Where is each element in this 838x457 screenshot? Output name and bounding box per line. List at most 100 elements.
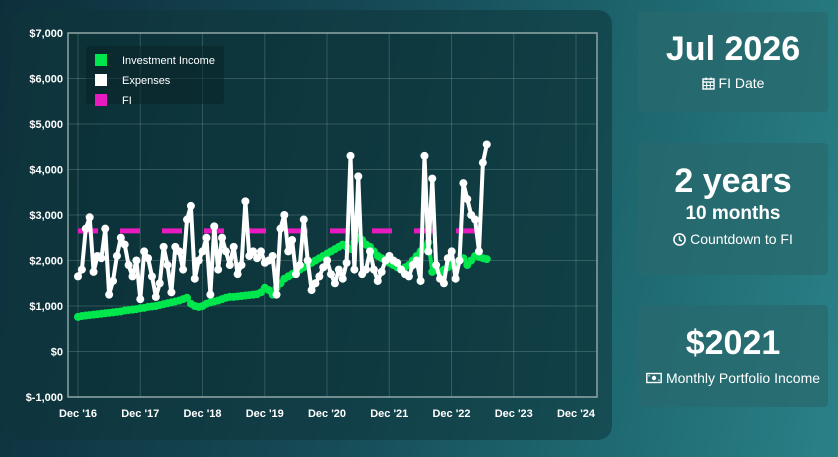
expenses-series-point bbox=[89, 267, 98, 276]
expenses-series-point bbox=[97, 254, 106, 263]
legend-swatch bbox=[95, 94, 107, 106]
expenses-series-point bbox=[420, 151, 429, 160]
y-tick-label: $3,000 bbox=[29, 210, 63, 222]
expenses-series-point bbox=[471, 215, 480, 224]
x-tick-label: Dec '19 bbox=[246, 408, 284, 420]
expenses-series-point bbox=[373, 276, 382, 285]
expenses-series-point bbox=[455, 256, 464, 265]
expenses-series-point bbox=[439, 279, 448, 288]
expenses-series-point bbox=[354, 172, 363, 181]
expenses-series-point bbox=[451, 274, 460, 283]
expenses-series-point bbox=[175, 247, 184, 256]
expenses-series-point bbox=[443, 254, 452, 263]
expenses-series-point bbox=[85, 213, 94, 222]
y-tick-label: $1,000 bbox=[29, 301, 63, 313]
expenses-series-point bbox=[163, 261, 172, 270]
expenses-series-point bbox=[272, 290, 281, 299]
legend-swatch bbox=[95, 74, 107, 86]
expenses-series-point bbox=[198, 247, 207, 256]
expenses-series-point bbox=[377, 267, 386, 276]
expenses-series-point bbox=[179, 265, 188, 274]
portfolio-chart: $7,000 $6,000 $5,000 $4,000 $3,000 $2,000 $1,0… bbox=[26, 28, 598, 420]
expenses-series-point bbox=[167, 288, 176, 297]
expenses-series-point bbox=[237, 261, 246, 270]
expenses-series-point bbox=[311, 279, 320, 288]
legend-label: Expenses bbox=[122, 75, 171, 87]
investment-income-series-point bbox=[183, 293, 191, 302]
expenses-series-point bbox=[202, 233, 211, 242]
expenses-series-point bbox=[365, 247, 374, 256]
expenses-series-point bbox=[393, 258, 402, 267]
expenses-series-point bbox=[144, 254, 153, 263]
expenses-series-point bbox=[369, 265, 378, 274]
chart-card: $7,000 $6,000 $5,000 $4,000 $3,000 $2,000 $1,0… bbox=[10, 10, 612, 440]
expenses-series-point bbox=[330, 279, 339, 288]
expenses-series-point bbox=[256, 247, 265, 256]
cash-icon bbox=[646, 372, 662, 384]
expenses-series-point bbox=[81, 224, 90, 233]
expenses-series-point bbox=[229, 242, 238, 251]
x-tick-label: Dec '21 bbox=[370, 408, 408, 420]
expenses-series-point bbox=[214, 265, 223, 274]
y-tick-label: $7,000 bbox=[29, 28, 63, 40]
y-tick-label: $2,000 bbox=[29, 256, 63, 268]
x-tick-label: Dec '23 bbox=[495, 408, 533, 420]
expenses-series-point bbox=[412, 256, 421, 265]
expenses-series-point bbox=[346, 151, 355, 160]
fi-date-label: FI Date bbox=[718, 75, 765, 91]
y-tick-label: $4,000 bbox=[29, 165, 63, 177]
expenses-series-point bbox=[128, 272, 137, 281]
legend-label: FI bbox=[122, 95, 132, 107]
expenses-series-point bbox=[428, 174, 437, 183]
expenses-series-point bbox=[280, 211, 289, 219]
portfolio-value: $2021 bbox=[685, 324, 781, 362]
expenses-series-point bbox=[101, 224, 110, 233]
expenses-series-point bbox=[459, 179, 468, 188]
expenses-series-point bbox=[120, 240, 129, 249]
expenses-series-point bbox=[416, 276, 425, 285]
expenses-series-point bbox=[233, 270, 242, 279]
expenses-series-point bbox=[147, 272, 156, 281]
expenses-series-point bbox=[323, 256, 332, 265]
expenses-series-point bbox=[151, 292, 160, 301]
expenses-series-point bbox=[478, 158, 487, 167]
expenses-series-point bbox=[194, 256, 203, 265]
legend-label: Investment Income bbox=[122, 55, 215, 67]
legend-box bbox=[86, 46, 224, 104]
expenses-series-point bbox=[105, 290, 114, 299]
expenses-series-point bbox=[186, 201, 195, 210]
expenses-series-point bbox=[474, 247, 483, 256]
expenses-series-point bbox=[327, 270, 336, 279]
expenses-series-point bbox=[116, 233, 125, 242]
fi-date-label-row: FI Date bbox=[638, 75, 828, 91]
expenses-series-point bbox=[447, 247, 456, 256]
expenses-series-point bbox=[225, 261, 234, 270]
expenses-series-point bbox=[338, 274, 347, 283]
countdown-label: Countdown to FI bbox=[690, 231, 793, 247]
countdown-value: 2 years bbox=[674, 162, 792, 200]
expenses-series-point bbox=[432, 261, 441, 270]
x-tick-label: Dec '18 bbox=[183, 408, 221, 420]
portfolio-label: Monthly Portfolio Income bbox=[665, 370, 821, 386]
y-tick-label: $6,000 bbox=[29, 74, 63, 86]
expenses-series-point bbox=[74, 272, 82, 281]
countdown-label-row: Countdown to FI bbox=[638, 231, 828, 247]
expenses-series-point bbox=[424, 247, 433, 256]
expenses-series-point bbox=[482, 140, 491, 149]
y-tick-label: $-1,000 bbox=[26, 392, 63, 404]
x-tick-label: Dec '22 bbox=[432, 408, 470, 420]
expenses-series-point bbox=[303, 256, 312, 265]
portfolio-card: $2021 Monthly Portfolio Income bbox=[638, 305, 828, 407]
expenses-series-point bbox=[77, 265, 86, 274]
expenses-series-point bbox=[112, 251, 121, 260]
x-tick-label: Dec '16 bbox=[59, 408, 97, 420]
expenses-series-point bbox=[159, 242, 168, 251]
expenses-series-point bbox=[253, 254, 262, 263]
expenses-series-point bbox=[132, 256, 141, 265]
portfolio-label-row: Monthly Portfolio Income bbox=[638, 370, 828, 386]
fi-date-value: Jul 2026 bbox=[665, 30, 801, 68]
investment-income-series-point bbox=[482, 255, 491, 264]
expenses-series-point bbox=[292, 270, 300, 279]
expenses-series-point bbox=[362, 265, 371, 274]
expenses-series-point bbox=[307, 286, 316, 295]
